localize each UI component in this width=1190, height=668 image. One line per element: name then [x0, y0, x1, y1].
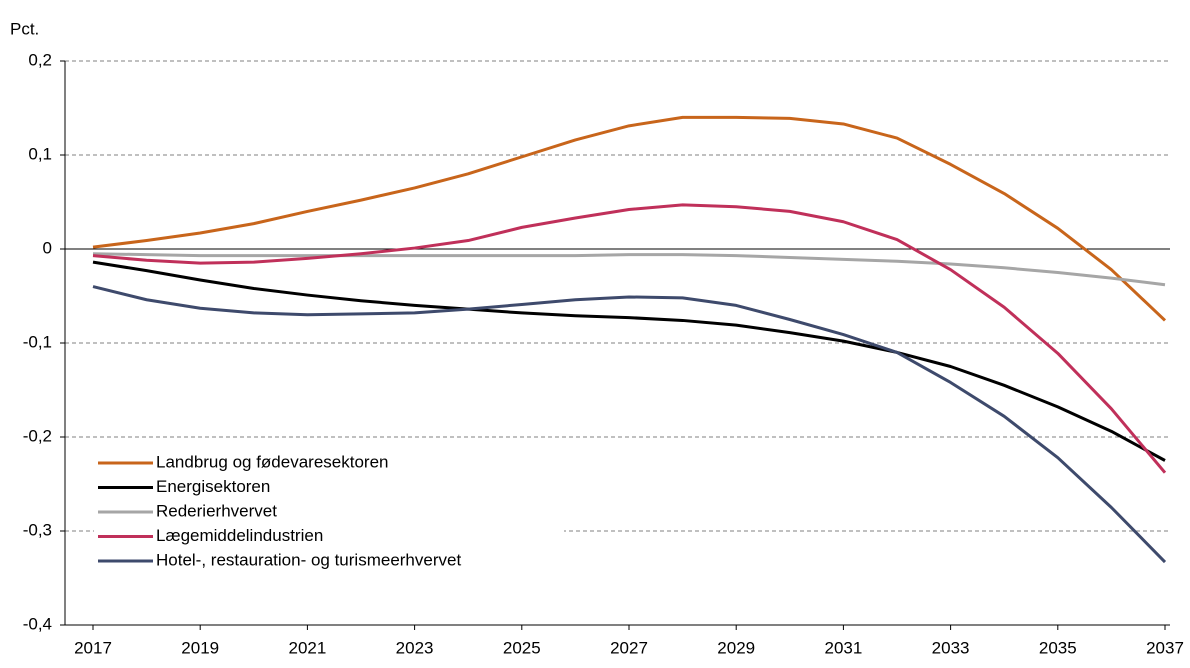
x-tick-label: 2035: [1039, 638, 1077, 657]
y-tick-label: -0,2: [23, 426, 52, 445]
series-line: [92, 285, 1167, 564]
legend-label: Rederierhvervet: [156, 501, 277, 520]
legend-box: [94, 449, 564, 578]
legend-label: Energisektoren: [156, 477, 270, 496]
x-tick-label: 2033: [932, 638, 970, 657]
x-tick-label: 2029: [717, 638, 755, 657]
series-line: [92, 260, 1166, 462]
series-line: [92, 203, 1167, 474]
y-tick-label: 0: [43, 238, 52, 257]
series-line: [92, 115, 1167, 322]
legend-label: Landbrug og fødevaresektoren: [156, 452, 389, 471]
x-tick-label: 2031: [824, 638, 862, 657]
legend-label: Hotel-, restauration- og turismeerhverve…: [156, 550, 461, 569]
y-tick-label: 0,1: [28, 144, 52, 163]
x-tick-label: 2017: [74, 638, 112, 657]
series-line: [92, 252, 1166, 287]
y-tick-label: -0,3: [23, 520, 52, 539]
x-tick-label: 2023: [396, 638, 434, 657]
x-tick-label: 2025: [503, 638, 541, 657]
y-tick-label: 0,2: [28, 50, 52, 69]
y-axis-label: Pct.: [10, 19, 39, 38]
x-tick-label: 2021: [288, 638, 326, 657]
legend-label: Lægemiddelindustrien: [156, 526, 323, 545]
x-tick-label: 2027: [610, 638, 648, 657]
y-tick-label: -0,1: [23, 332, 52, 351]
x-tick-label: 2037: [1146, 638, 1184, 657]
y-tick-label: -0,4: [23, 614, 52, 633]
x-tick-label: 2019: [181, 638, 219, 657]
